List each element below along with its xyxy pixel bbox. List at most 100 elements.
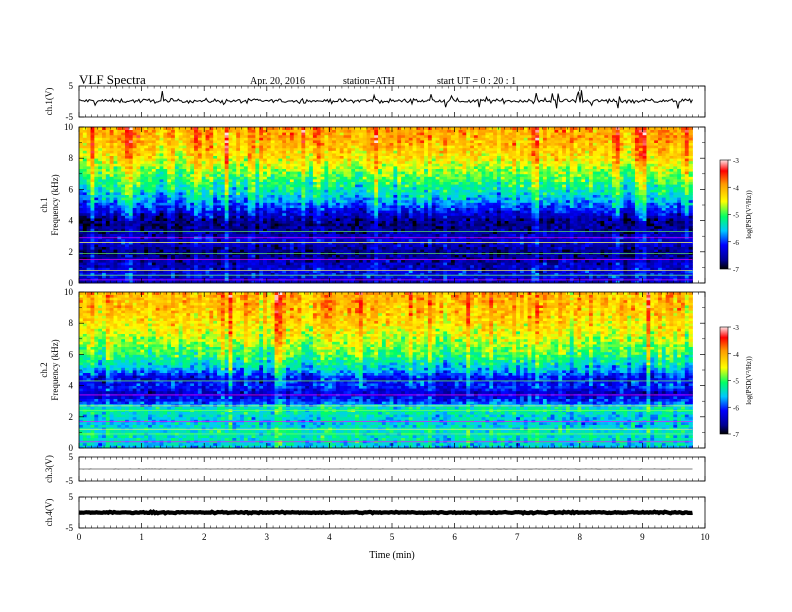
ch1-spectrogram-cell: [646, 231, 651, 234]
ch1-spectrogram-cell: [611, 212, 617, 216]
ch1-spectrogram-cell: [109, 257, 114, 260]
ch1-spectrogram-cell: [673, 215, 678, 219]
ch1-spectrogram-cell: [263, 212, 268, 216]
ch1-spectrogram-cell: [109, 233, 114, 237]
ch1-spectrogram-cell: [623, 215, 628, 219]
ch1-spectrogram-cell: [105, 215, 111, 219]
ch1-spectrogram-cell: [473, 205, 479, 208]
ch1-spectrogram-cell: [305, 277, 310, 281]
ch1-spectrogram-cell: [539, 275, 544, 279]
ch1-spectrogram-cell: [562, 215, 567, 219]
ch1-spectrogram-cell: [332, 210, 337, 214]
ch1-spectrogram-cell: [600, 228, 605, 232]
ch1-spectrogram-cell: [650, 220, 655, 224]
ch1-spectrogram-cell: [408, 225, 413, 229]
ch1-spectrogram-cell: [194, 280, 199, 284]
ch1-spectrogram-cell: [638, 218, 644, 221]
ch1-spectrogram-cell: [109, 218, 114, 221]
ch1-spectrogram-cell: [224, 202, 229, 206]
ch1-spectrogram-cell: [128, 241, 134, 245]
ch1-spectrogram-cell: [309, 233, 314, 237]
ch1-spectrogram-cell: [385, 259, 390, 263]
ch1-spectrogram-cell: [466, 272, 471, 276]
ch1-spectrogram-cell: [397, 233, 402, 237]
ch1-spectrogram-cell: [351, 267, 356, 271]
ch1-spectrogram-cell: [305, 215, 310, 219]
ch1-spectrogram-cell: [642, 218, 647, 221]
ch1-spectrogram-cell: [289, 225, 295, 229]
ch1-spectrogram-cell: [604, 270, 609, 273]
ch1-spectrogram-cell: [454, 241, 459, 245]
ch1-spectrogram-cell: [596, 202, 601, 206]
ch1-spectrogram-cell: [343, 257, 348, 260]
ch1-spectrogram-cell: [642, 228, 647, 232]
ch1-spectrogram-cell: [220, 207, 226, 211]
ch1-spectrogram-cell: [155, 228, 160, 232]
ch1-spectrogram-cell: [86, 228, 91, 232]
ch1-spectrogram-cell: [573, 244, 578, 247]
ch1-spectrogram-cell: [627, 207, 632, 211]
ch1-spectrogram-cell: [105, 199, 111, 203]
ch1-spectrogram-cell: [462, 272, 467, 276]
ch1-spectrogram-cell: [128, 280, 134, 284]
ch1-spectrogram-cell: [657, 272, 663, 276]
ch1-spectrogram-cell: [332, 257, 337, 260]
ch1-spectrogram-cell: [585, 241, 590, 245]
ch1-spectrogram-cell: [397, 280, 402, 284]
ch1-spectrogram-cell: [297, 231, 302, 234]
ch1-spectrogram-cell: [263, 259, 268, 263]
ch1-spectrogram-cell: [125, 277, 130, 281]
ch1-spectrogram-cell: [286, 254, 291, 258]
ch1-spectrogram-cell: [255, 215, 260, 219]
ch1-spectrogram-cell: [473, 241, 479, 245]
ch1-spectrogram-cell: [351, 272, 356, 276]
ch1-spectrogram-cell: [186, 270, 191, 273]
ch1-spectrogram-cell: [531, 212, 536, 216]
ch1-spectrogram-cell: [144, 207, 149, 211]
ch1-spectrogram-cell: [105, 225, 111, 229]
ch1-spectrogram-cell: [673, 231, 678, 234]
ch1-spectrogram-cell: [109, 259, 114, 263]
ch1-spectrogram-cell: [569, 207, 575, 211]
ch1-spectrogram-cell: [642, 212, 647, 216]
ch1-spectrogram-cell: [665, 270, 670, 273]
ch1-spectrogram-cell: [117, 270, 122, 273]
ch1-spectrogram-cell: [339, 233, 344, 237]
ch1-spectrogram-cell: [320, 264, 325, 268]
ch1-spectrogram-cell: [684, 205, 690, 208]
ch1-spectrogram-cell: [615, 202, 621, 206]
ch1-spectrogram-cell: [619, 231, 624, 234]
ch1-spectrogram-cell: [493, 257, 498, 260]
ch1-spectrogram-cell: [178, 262, 183, 266]
ch1-spectrogram-cell: [113, 277, 118, 281]
ch1-spectrogram-cell: [397, 238, 402, 242]
ch1-spectrogram-cell: [347, 259, 352, 263]
ch1-spectrogram-cell: [657, 202, 663, 206]
ch1-spectrogram-cell: [293, 202, 298, 206]
ch1-spectrogram-cell: [351, 262, 356, 266]
ch1-spectrogram-cell: [105, 228, 111, 232]
ch1-spectrogram-cell: [266, 218, 272, 221]
ch1-spectrogram-cell: [558, 238, 563, 242]
ch1-spectrogram-cell: [266, 223, 272, 227]
ch1-spectrogram-cell: [171, 212, 176, 216]
ch1-spectrogram-cell: [638, 275, 644, 279]
ch1-spectrogram-cell: [631, 275, 636, 279]
ch1-spectrogram-cell: [519, 202, 525, 206]
ch1-spectrogram-cell: [125, 280, 130, 284]
ch1-spectrogram-cell: [542, 270, 548, 273]
ch1-spectrogram-cell: [178, 223, 183, 227]
ch1-spectrogram-cell: [654, 267, 659, 271]
ch1-spectrogram-cell: [615, 220, 621, 224]
chart-title: VLF Spectra: [79, 72, 146, 88]
ch1-spectrogram-cell: [140, 277, 145, 281]
ch1-spectrogram-cell: [266, 202, 272, 206]
ch1-spectrogram-cell: [125, 231, 130, 234]
ch1-spectrogram-cell: [485, 257, 490, 260]
ch1-spectrogram-cell: [378, 207, 383, 211]
ch1-spectrogram-cell: [385, 231, 390, 234]
ch1-spectrogram-cell: [631, 215, 636, 219]
ch1-spectrogram-cell: [412, 270, 417, 273]
ch1-spectrogram-cell: [282, 246, 287, 250]
ch1-spectrogram-cell: [585, 233, 590, 237]
